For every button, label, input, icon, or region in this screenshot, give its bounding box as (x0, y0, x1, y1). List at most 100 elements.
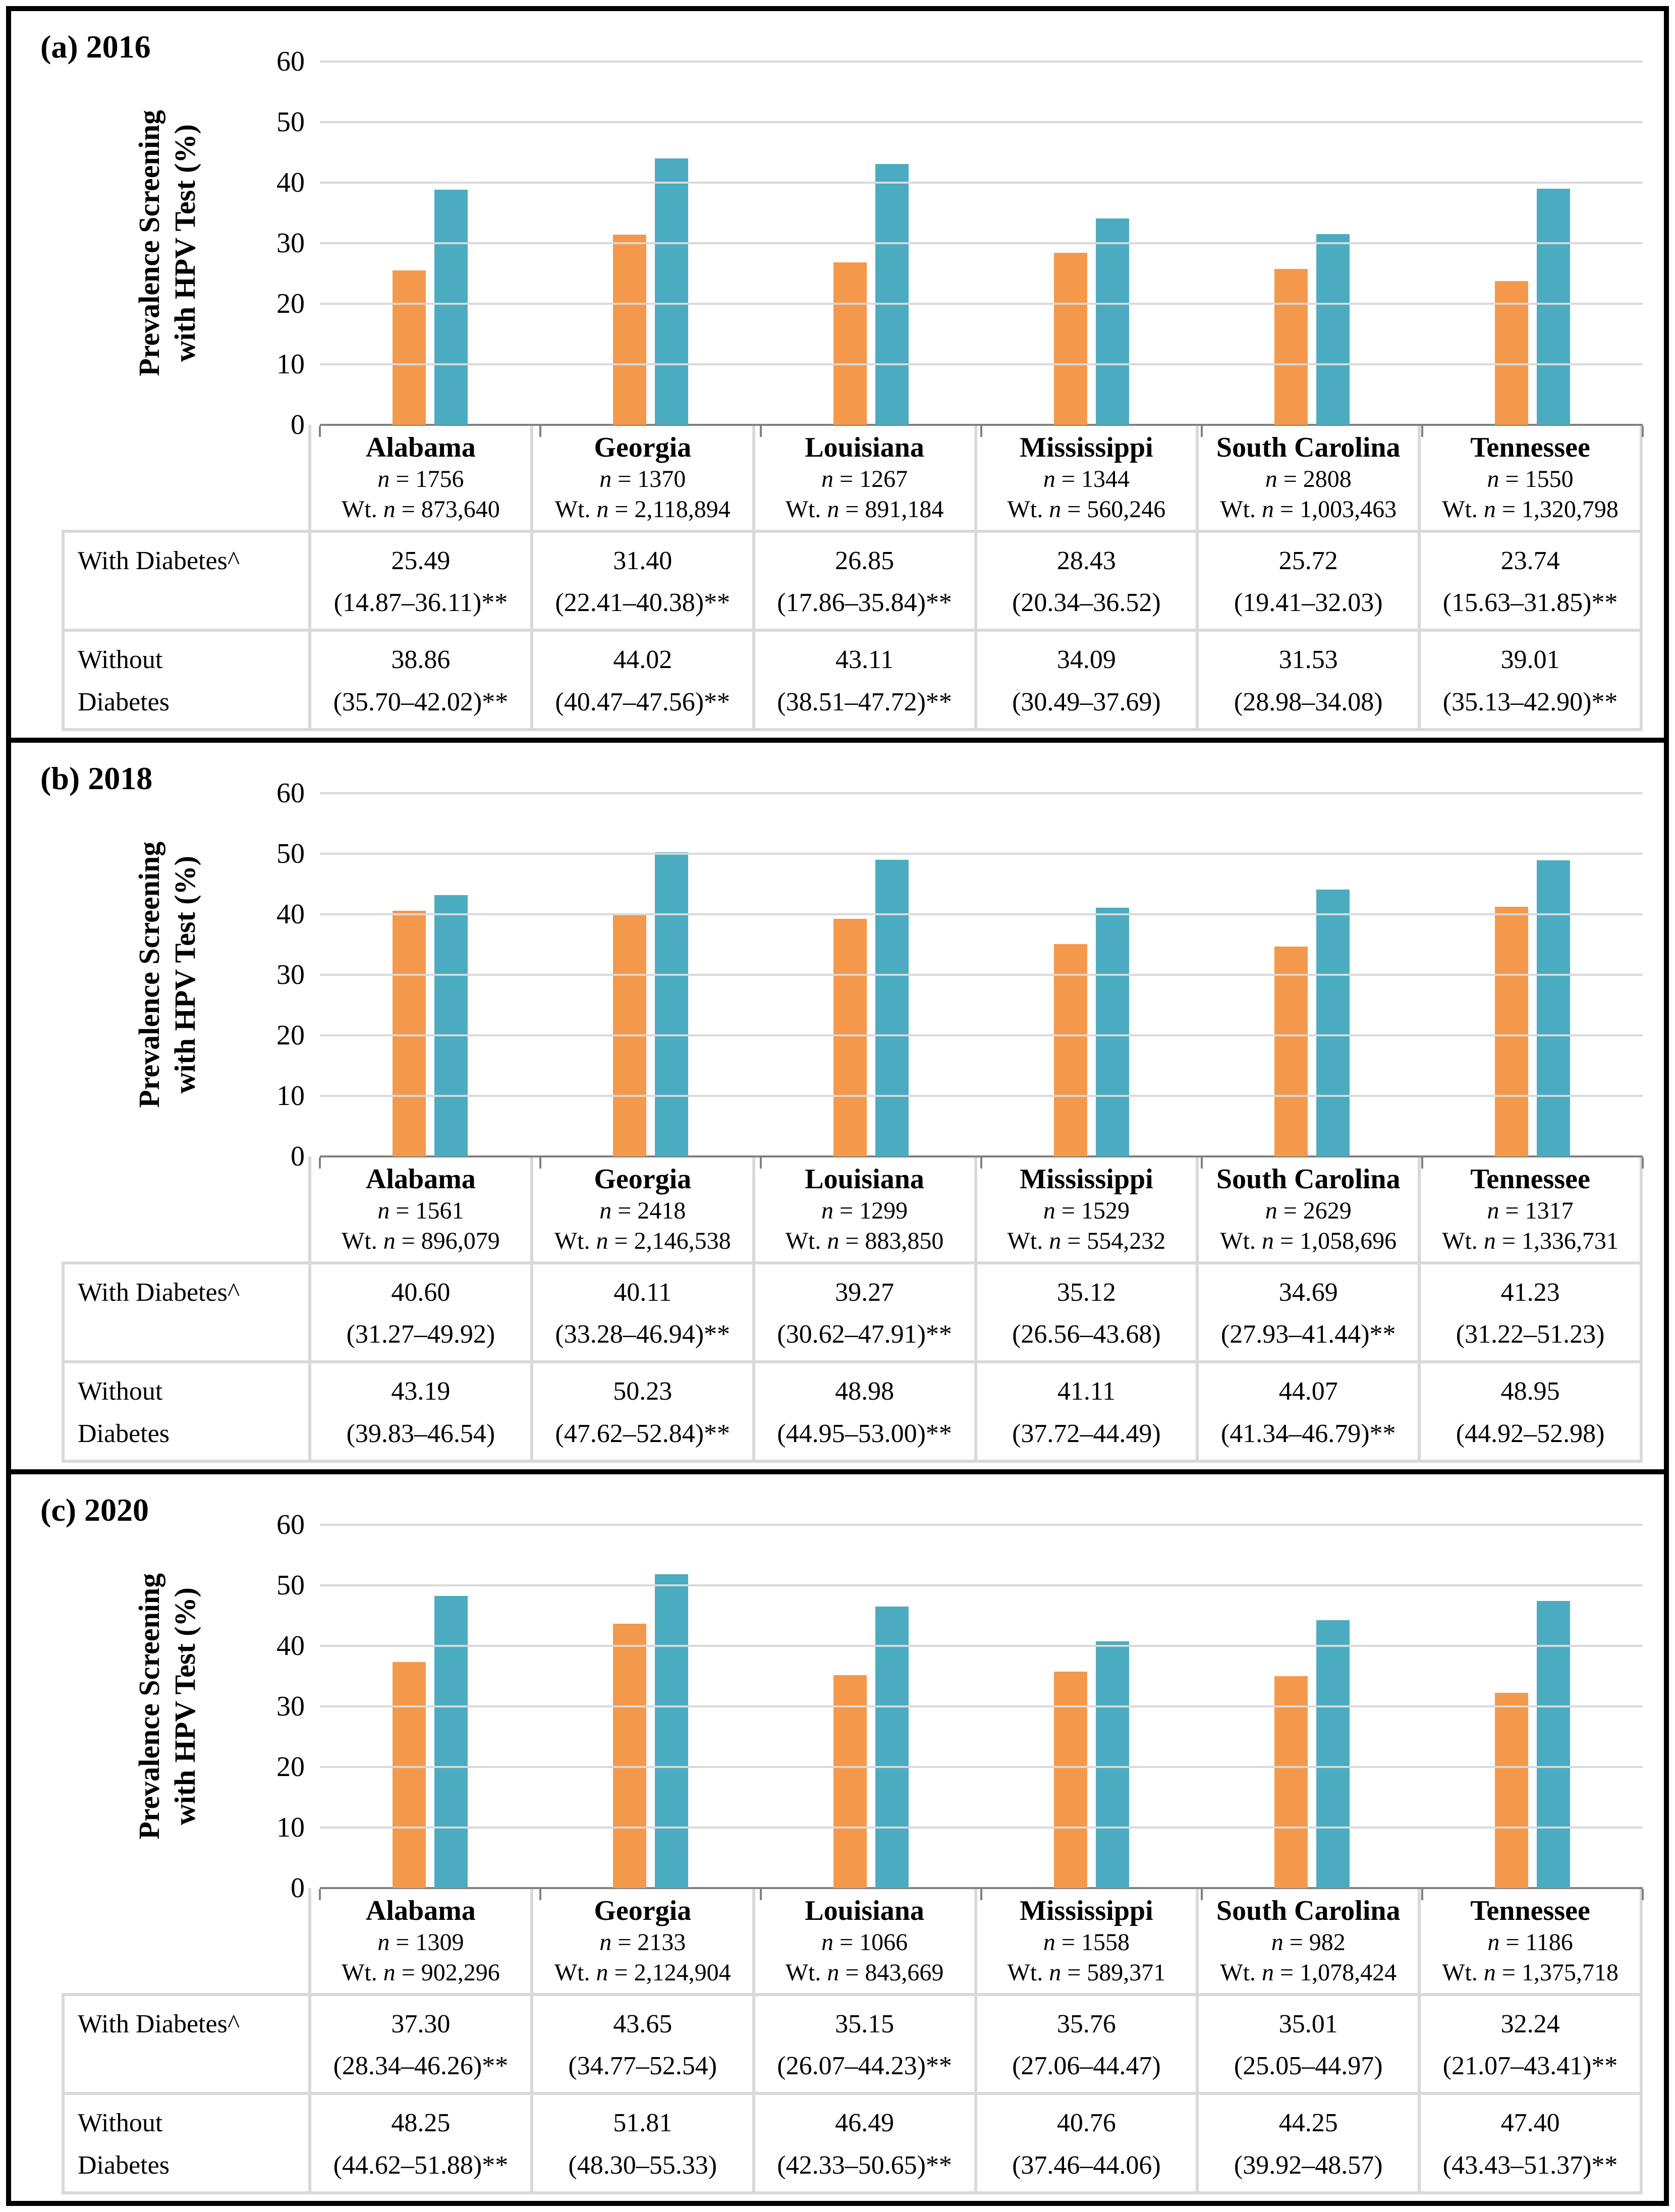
wt-value: = 2,124,904 (608, 1959, 731, 1986)
y-axis-title-line2: with HPV Test (%) (169, 856, 201, 1094)
confidence-interval: (31.22–51.23) (1456, 1320, 1605, 1349)
bar-cluster (320, 793, 540, 1156)
n-symbol: n (1049, 496, 1062, 523)
prevalence-value: 35.01 (1278, 2010, 1338, 2039)
n-symbol: n (821, 1929, 834, 1956)
gridline (320, 792, 1643, 794)
wt-prefix: Wt. (1007, 1959, 1049, 1986)
confidence-interval: (31.27–49.92) (346, 1320, 495, 1349)
bar-without-diabetes (1316, 890, 1350, 1156)
n-symbol: n (821, 466, 834, 493)
n-symbol: n (1483, 1228, 1496, 1255)
bar-without-diabetes (1537, 860, 1570, 1156)
confidence-interval: (37.72–44.49) (1012, 1419, 1161, 1448)
state-name: Tennessee (1470, 1164, 1590, 1195)
confidence-interval: (39.83–46.54) (346, 1419, 495, 1448)
n-value: = 2629 (1277, 1197, 1352, 1225)
bar-cluster (320, 62, 540, 425)
n-value: = 1550 (1499, 466, 1574, 493)
y-axis-title: Prevalence Screening with HPV Test (%) (107, 793, 228, 1156)
n-symbol: n (599, 1929, 612, 1956)
bar-with-diabetes (1495, 907, 1528, 1156)
bar-with-diabetes (613, 1624, 646, 1888)
n-symbol: n (596, 1228, 608, 1255)
bar-without-diabetes (1096, 1641, 1129, 1888)
prevalence-value: 51.81 (613, 2109, 673, 2138)
state-name: Mississippi (1020, 1164, 1153, 1195)
bar-without-diabetes (434, 1596, 468, 1888)
plot-area: 0 10 20 30 40 50 60 (276, 779, 1644, 1171)
bar-cluster (761, 1525, 981, 1888)
state-header-cell: Georgia n = 1370 Wt. n = 2,118,894 (533, 425, 755, 533)
prevalence-value: 43.19 (391, 1377, 451, 1406)
confidence-interval: (26.07–44.23)** (777, 2052, 952, 2081)
weighted-sample-size: Wt. n = 896,079 (314, 1226, 527, 1256)
confidence-interval: (39.92–48.57) (1234, 2150, 1383, 2180)
row-label-without-diabetes: Without Diabetes (62, 632, 311, 731)
bar-cluster (540, 62, 761, 425)
wt-value: = 1,320,798 (1495, 496, 1618, 523)
n-symbol: n (1262, 496, 1274, 523)
chart-area: (b) 2018 Prevalence Screening with HPV T… (11, 743, 1664, 1171)
n-symbol: n (377, 466, 390, 493)
prevalence-value: 48.95 (1500, 1377, 1560, 1406)
n-symbol: n (383, 496, 396, 523)
value-cell-without-diabetes: 43.19 (39.83–46.54) (311, 1363, 533, 1463)
state-name: Alabama (366, 1164, 476, 1195)
axis-tick-mark (319, 426, 321, 437)
sample-size: n = 1309 (314, 1927, 527, 1958)
data-table: Alabama n = 1309 Wt. n = 902,296 Georgia n =… (62, 1888, 1643, 2194)
n-symbol: n (1271, 1929, 1283, 1956)
prevalence-value: 44.07 (1278, 1377, 1338, 1406)
value-cell-with-diabetes: 35.15 (26.07–44.23)** (755, 1996, 977, 2095)
wt-value: = 554,232 (1061, 1228, 1166, 1255)
wt-value: = 1,078,424 (1274, 1959, 1397, 1986)
prevalence-value: 35.12 (1056, 1278, 1116, 1307)
n-symbol: n (1483, 1959, 1496, 1986)
chart-area: (c) 2020 Prevalence Screening with HPV T… (11, 1474, 1664, 1902)
bar-without-diabetes (434, 895, 468, 1156)
bar-without-diabetes (1316, 234, 1350, 425)
gridline (320, 1584, 1643, 1586)
gridline (320, 61, 1643, 63)
value-cell-without-diabetes: 51.81 (48.30–55.33) (533, 2095, 755, 2194)
state-header-cell: Tennessee n = 1317 Wt. n = 1,336,731 (1421, 1156, 1643, 1265)
axis-tick-mark (759, 426, 762, 437)
prevalence-value: 40.60 (391, 1278, 451, 1307)
weighted-sample-size: Wt. n = 560,246 (980, 494, 1193, 525)
value-cell-with-diabetes: 40.11 (33.28–46.94)** (533, 1264, 755, 1364)
value-cell-without-diabetes: 34.09 (30.49–37.69) (977, 632, 1199, 731)
n-symbol: n (1049, 1959, 1062, 1986)
bar-cluster (981, 1525, 1202, 1888)
weighted-sample-size: Wt. n = 1,058,696 (1202, 1226, 1415, 1256)
legend-item: Without Diabetes (847, 1470, 1076, 1474)
state-name: Tennessee (1470, 432, 1590, 463)
prevalence-value: 39.27 (835, 1278, 895, 1307)
confidence-interval: (44.92–52.98) (1456, 1419, 1605, 1448)
weighted-sample-size: Wt. n = 1,320,798 (1424, 494, 1637, 525)
y-tick-label: 20 (276, 288, 305, 319)
wt-value: = 873,640 (395, 496, 500, 523)
state-header-cell: Louisiana n = 1267 Wt. n = 891,184 (755, 425, 977, 533)
axis-tick-mark (319, 1157, 321, 1169)
n-symbol: n (1483, 496, 1496, 523)
y-tick-label: 0 (291, 409, 305, 440)
legend: With Diabetes Without Diabetes (11, 1470, 1664, 1474)
confidence-interval: (30.62–47.91)** (777, 1320, 952, 1349)
state-name: South Carolina (1216, 1164, 1401, 1195)
value-cell-without-diabetes: 48.95 (44.92–52.98) (1421, 1363, 1643, 1463)
wt-prefix: Wt. (342, 496, 383, 523)
state-header-cell: Alabama n = 1756 Wt. n = 873,640 (311, 425, 533, 533)
confidence-interval: (33.28–46.94)** (555, 1320, 731, 1349)
n-symbol: n (821, 1197, 834, 1225)
weighted-sample-size: Wt. n = 891,184 (758, 494, 971, 525)
bar-cluster (1202, 793, 1422, 1156)
gridline (320, 303, 1643, 305)
state-name: Louisiana (805, 432, 924, 463)
y-tick-label: 60 (276, 46, 305, 77)
value-cell-with-diabetes: 31.40 (22.41–40.38)** (533, 533, 755, 632)
axis-tick-mark (1200, 426, 1203, 437)
confidence-interval: (30.49–37.69) (1012, 687, 1161, 716)
table-corner-cell (62, 1888, 311, 1997)
bar-with-diabetes (393, 1662, 426, 1888)
